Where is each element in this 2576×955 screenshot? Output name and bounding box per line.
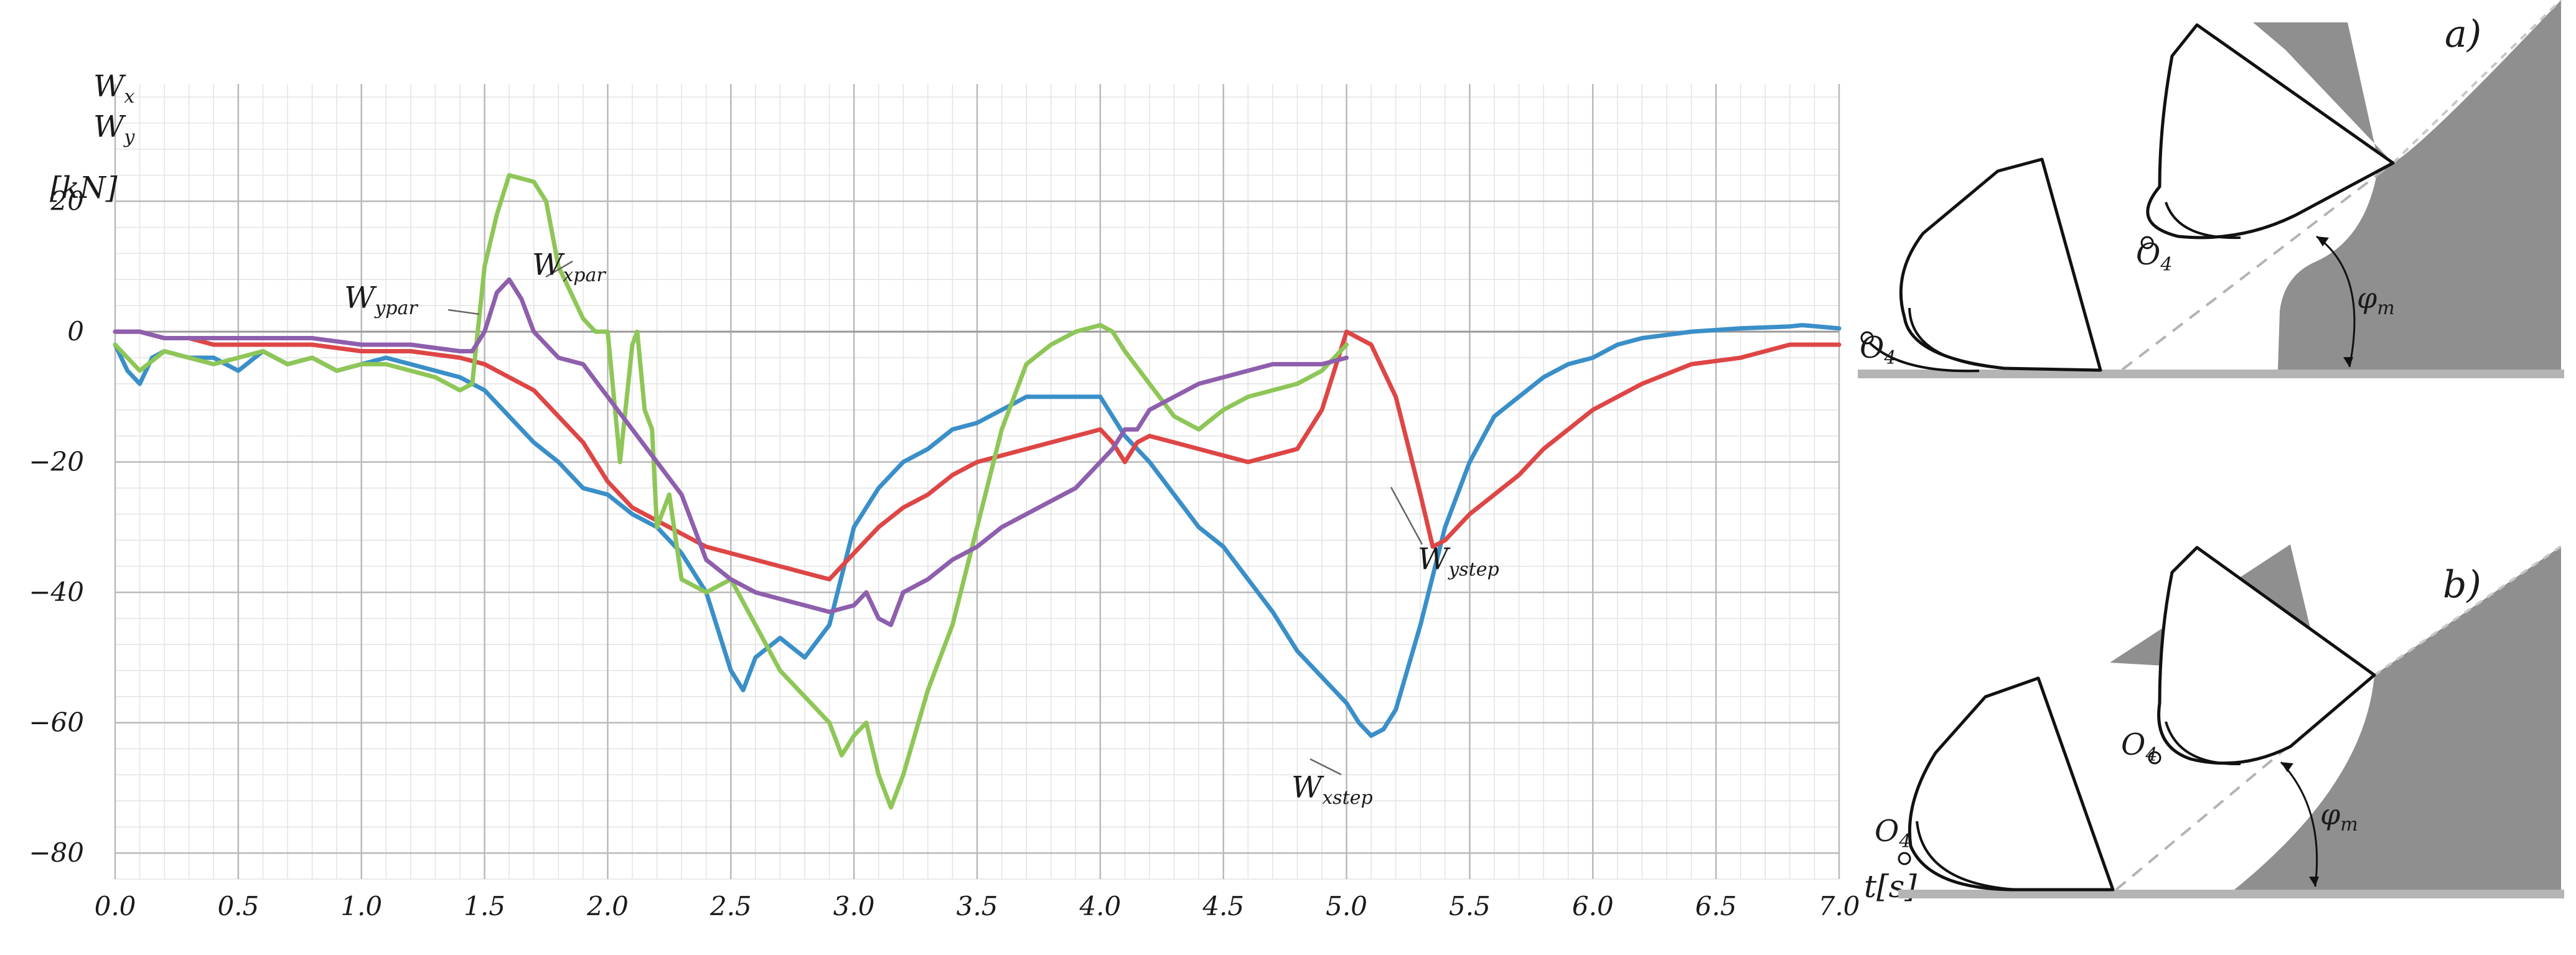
- pivot-circle-b1: [1898, 852, 1911, 865]
- bucket-upper-b: [2157, 546, 2376, 765]
- panel-b-label: b): [2443, 563, 2481, 607]
- x-tick-label: 6.5: [1695, 891, 1737, 921]
- x-tick-label: 0.5: [217, 891, 259, 921]
- series-line-wystep: [113, 329, 1842, 582]
- x-tick-label: 2.5: [710, 891, 752, 921]
- major-grid: [114, 84, 1840, 879]
- x-tick-label: 6.0: [1572, 891, 1614, 921]
- y-tick-label: 0: [67, 316, 84, 347]
- soil-slope-a: [2253, 0, 2561, 370]
- x-tick-label: 0.0: [95, 891, 136, 921]
- pivot-label-b2: O4: [2121, 727, 2157, 766]
- x-axis-label: t[s]: [1864, 869, 1917, 905]
- y-axis-label-line1: Wx: [93, 69, 134, 108]
- x-tick-label: 4.5: [1202, 891, 1244, 921]
- y-tick-label: −80: [29, 837, 84, 868]
- x-tick-label: 2.0: [586, 891, 629, 921]
- svg-text:Wypar: Wypar: [344, 281, 418, 319]
- ground-line-a: [1858, 370, 2564, 378]
- x-tick-label: 5.0: [1326, 891, 1367, 921]
- pivot-circle-a1: [1860, 331, 1874, 345]
- line-chart: 0.0 0.5 1.0 1.5 2.0 2.5 3.0 3.5 4.0 4.5 5.0 5.5 6.0 6…: [29, 69, 1917, 921]
- annotation-wystep: Wystep: [1390, 487, 1499, 580]
- x-tick-label: 4.0: [1079, 891, 1121, 921]
- dashed-line-a: [2121, 162, 2394, 371]
- svg-text:Wystep: Wystep: [1418, 542, 1499, 580]
- angle-label-b: φm: [2320, 798, 2358, 836]
- svg-text:Wxpar: Wxpar: [532, 248, 606, 286]
- ground-line-b: [1898, 890, 2564, 898]
- series-layer: [113, 173, 1842, 810]
- diagram-panel-a: a) O4 O4 φm: [1858, 0, 2564, 378]
- angle-arc-a: [2316, 235, 2356, 368]
- pivot-label-a2: O4: [2136, 237, 2172, 276]
- bucket-lower-b: [1908, 676, 2115, 892]
- x-tick-label: 3.5: [957, 891, 998, 921]
- pivot-circle-b2: [2148, 751, 2161, 765]
- series-line-wypar: [113, 277, 1349, 627]
- annotation-wxstep: Wxstep: [1291, 758, 1373, 809]
- angle-arc-b: [2280, 761, 2318, 887]
- x-tick-label: 7.0: [1819, 891, 1860, 921]
- x-tick-label: 3.0: [833, 891, 875, 921]
- x-tick-label: 5.5: [1449, 891, 1491, 921]
- bucket-upper-a: [2146, 23, 2395, 240]
- annotation-wypar: Wypar: [344, 281, 480, 319]
- diagram-panel-b: b) O4 O4 φm: [1875, 544, 2564, 898]
- pivot-label-b1: O4: [1875, 814, 1911, 852]
- svg-text:Wxstep: Wxstep: [1291, 770, 1373, 809]
- x-tick-labels: 0.0 0.5 1.0 1.5 2.0 2.5 3.0 3.5 4.0 4.5 5.0 5.5 6.0 6…: [95, 891, 1860, 921]
- angle-label-a: φm: [2357, 281, 2395, 319]
- series-line-wxpar: [113, 173, 1349, 810]
- y-tick-label: −60: [29, 707, 84, 738]
- pivot-circle-a2: [2140, 236, 2154, 249]
- x-tick-label: 1.5: [464, 891, 505, 921]
- y-axis-label-unit: [kN]: [50, 170, 118, 205]
- y-tick-label: −40: [29, 577, 84, 607]
- x-tick-label: 1.0: [340, 891, 382, 921]
- bucket-lower-a: [1899, 157, 2102, 372]
- panel-a-label: a): [2445, 12, 2481, 56]
- annotation-wxpar: Wxpar: [532, 248, 606, 286]
- y-axis-label-line2: Wy: [93, 109, 135, 148]
- y-tick-label: 20: [50, 186, 84, 217]
- soil-slope-b: [2234, 546, 2561, 890]
- y-tick-labels: 20 0 −20 −40 −60 −80: [29, 186, 84, 869]
- y-tick-label: −20: [29, 447, 84, 477]
- pivot-label-a1: O4: [1860, 330, 1896, 369]
